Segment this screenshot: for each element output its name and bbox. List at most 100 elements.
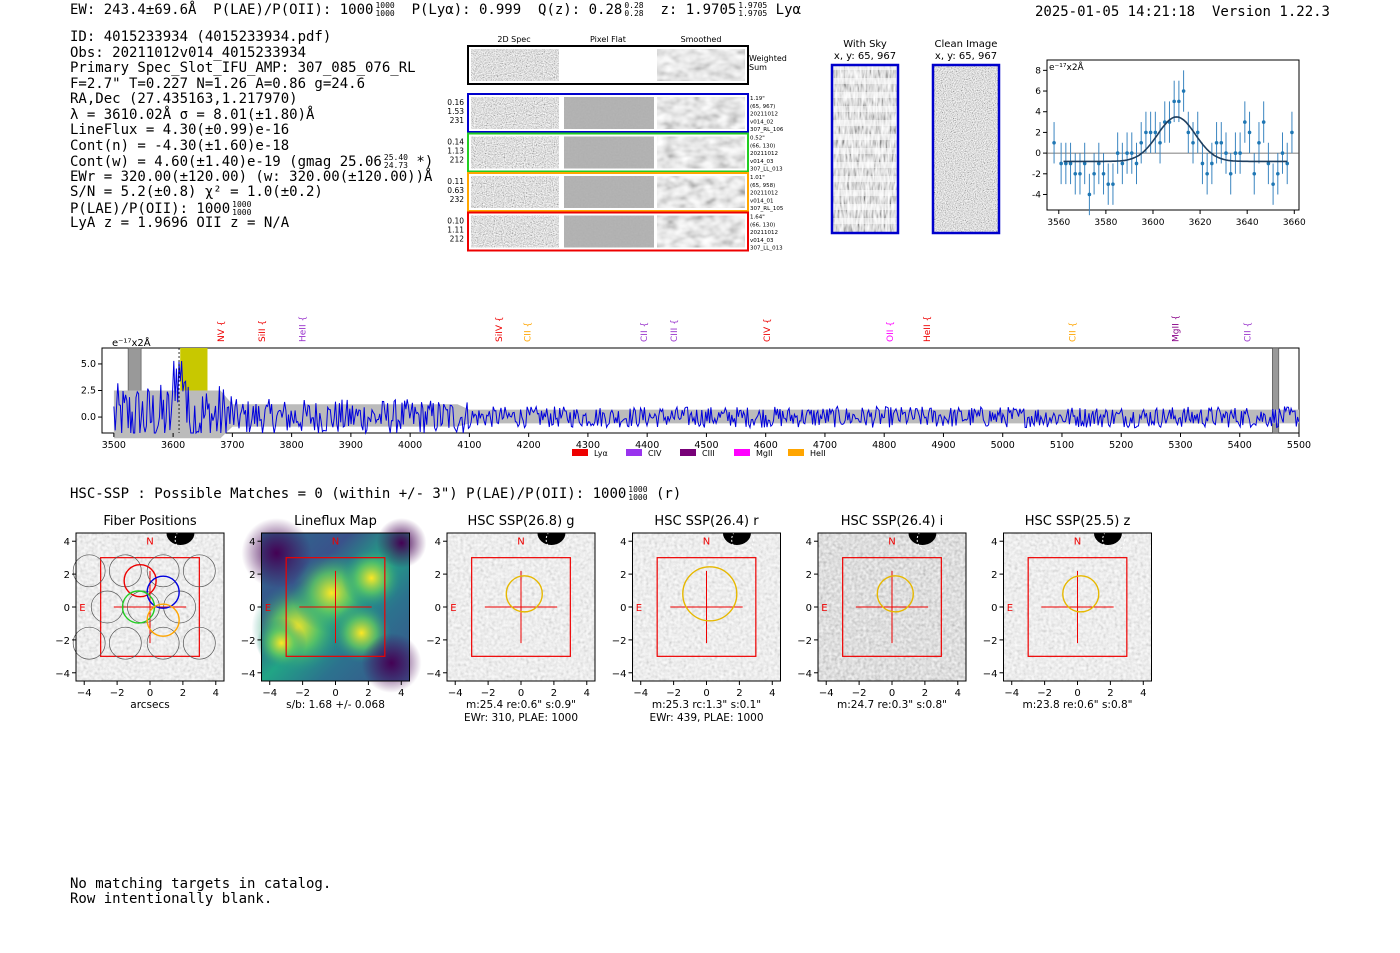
info-lineflux: LineFlux = 4.30(±0.99)e-16 <box>70 122 290 138</box>
spectrum-xtick-label: 5000 <box>991 440 1015 451</box>
cutout-2dspec-0 <box>471 97 559 129</box>
north-label: N <box>332 537 339 548</box>
panel-xtick-label: −2 <box>852 688 867 699</box>
panel-xtick-label: 0 <box>332 688 338 699</box>
fit-point <box>1191 140 1195 145</box>
north-label: N <box>146 537 153 548</box>
cutout-right-label: 20211012 <box>750 151 778 157</box>
panel-xtick-label: −4 <box>77 688 92 699</box>
info-sn: S/N = 5.2(±0.8) χ² = 1.0(±0.2) <box>70 184 323 200</box>
panel-ytick-label: 2 <box>249 570 255 581</box>
panel-ytick-label: −2 <box>241 636 256 647</box>
spectrum-xtick-label: 4600 <box>754 440 778 451</box>
panel-xtick-label: −4 <box>1004 688 1019 699</box>
panel-ytick-label: 4 <box>620 537 626 548</box>
panel-caption-2: EWr: 310, PLAE: 1000 <box>464 712 578 724</box>
cutout-pixelflat-2 <box>564 176 654 208</box>
panel-title: Fiber Positions <box>103 514 196 529</box>
bright-star-mask <box>537 533 566 545</box>
panel-xtick-label: 2 <box>922 688 928 699</box>
legend-label: HeII <box>810 449 826 458</box>
fiber-circle <box>108 626 142 660</box>
fit-point <box>1252 171 1257 176</box>
fit-point <box>1101 171 1106 176</box>
panel-xtick-label: 0 <box>147 688 153 699</box>
fit-point <box>1092 171 1096 176</box>
spectrum-xtick-label: 3500 <box>102 440 126 451</box>
aperture-box <box>100 557 200 657</box>
fit-point <box>1219 140 1224 145</box>
info-plae: P(LAE)/P(OII): 1000 1000 1000 <box>70 199 252 217</box>
panel-ytick-label: 4 <box>64 537 70 548</box>
panel-ytick-label: 2 <box>806 570 812 581</box>
east-label: E <box>265 603 271 614</box>
fiber-circle <box>90 590 124 624</box>
fit-point <box>1082 161 1087 166</box>
info-contw: Cont(w) = 4.60(±1.40)e-19 (gmag 25.06 25.… <box>70 153 434 170</box>
mask-circle <box>174 528 198 552</box>
line-fit-ylabel: e⁻¹⁷x2Å <box>1049 61 1085 73</box>
legend-swatch <box>680 449 696 456</box>
fit-point <box>1195 130 1200 135</box>
fit-ytick-label: -2 <box>1032 170 1041 180</box>
fit-point <box>1158 140 1162 145</box>
legend-swatch <box>626 449 642 456</box>
panel-ytick-label: −2 <box>983 636 998 647</box>
panel-ytick-label: 4 <box>435 537 441 548</box>
panel-ytick-label: 0 <box>64 603 70 614</box>
source-ellipse <box>876 575 914 613</box>
header-z-lo: 1.9705 <box>738 9 768 18</box>
header-z-hi: 1.9705 <box>738 1 768 10</box>
fit-point <box>1068 161 1073 166</box>
spectrum-xtick-label: 3600 <box>161 440 185 451</box>
spectrum-xtick-label: 3900 <box>339 440 363 451</box>
fit-point <box>1129 151 1134 155</box>
fit-point <box>1186 130 1191 135</box>
aperture-box <box>1027 557 1128 657</box>
spectrum-xtick-label: 4200 <box>517 440 541 451</box>
cutout-frame-0 <box>467 93 749 133</box>
panel-ytick-label: 0 <box>806 603 812 614</box>
panel-1: Lineflux Map N E −4 −2 0 2 4 4 2 0 −2 −4 s/b: 1.68 +/… <box>241 514 427 711</box>
panel-ytick-label: 2 <box>435 570 441 581</box>
panel-xtick-label: 0 <box>703 688 709 699</box>
spectrum-xtick-label: 5400 <box>1228 440 1252 451</box>
fit-point <box>1064 161 1068 166</box>
spectrum-xtick-label: 3800 <box>280 440 304 451</box>
fit-point <box>1200 161 1205 166</box>
panel-caption-1: m:24.7 re:0.3" s:0.8" <box>837 699 947 711</box>
panel-xtick-label: −4 <box>633 688 648 699</box>
cutout-left-label: 0.10 <box>447 217 464 226</box>
spectrum-xtick-label: 5100 <box>1050 440 1074 451</box>
fit-point <box>1139 140 1144 145</box>
col-title-2dspec: 2D Spec <box>497 35 530 44</box>
line-fit-frame <box>1046 59 1300 211</box>
emission-line-label: CIV { <box>763 318 773 342</box>
panel-ytick-label: 2 <box>620 570 626 581</box>
cutout-right-label: 1.64" <box>750 215 765 221</box>
fiber-orange <box>146 603 180 637</box>
detection-info: ID: 4015233934 (4015233934.pdf) Obs: 202… <box>70 29 434 232</box>
cutout-right-label: (65, 958) <box>750 183 775 189</box>
emission-line-label: SiII { <box>258 320 268 342</box>
fit-point <box>1238 151 1242 155</box>
spectrum-xtick-label: 5300 <box>1168 440 1192 451</box>
catalog-notes: No matching targets in catalog. Row inte… <box>70 876 332 907</box>
fit-ytick-label: -4 <box>1032 190 1041 200</box>
east-label: E <box>450 603 456 614</box>
masked-region-right <box>1272 347 1280 434</box>
north-label: N <box>888 537 895 548</box>
east-label: E <box>79 603 85 614</box>
clean-image <box>933 65 999 233</box>
fit-xtick-label: 3560 <box>1047 218 1070 228</box>
aperture-box <box>285 557 386 657</box>
spectrum-trace <box>113 360 1300 435</box>
panel-title: Lineflux Map <box>294 514 377 529</box>
panel-ytick-label: −4 <box>241 669 256 680</box>
legend-swatch <box>572 449 588 456</box>
bright-star-mask <box>1093 533 1122 545</box>
header-meta: 2025-01-05 14:21:18 Version 1.22.3 <box>1035 4 1330 20</box>
fiber-circle <box>72 554 106 588</box>
header-z: z: 1.9705 <box>660 2 737 18</box>
